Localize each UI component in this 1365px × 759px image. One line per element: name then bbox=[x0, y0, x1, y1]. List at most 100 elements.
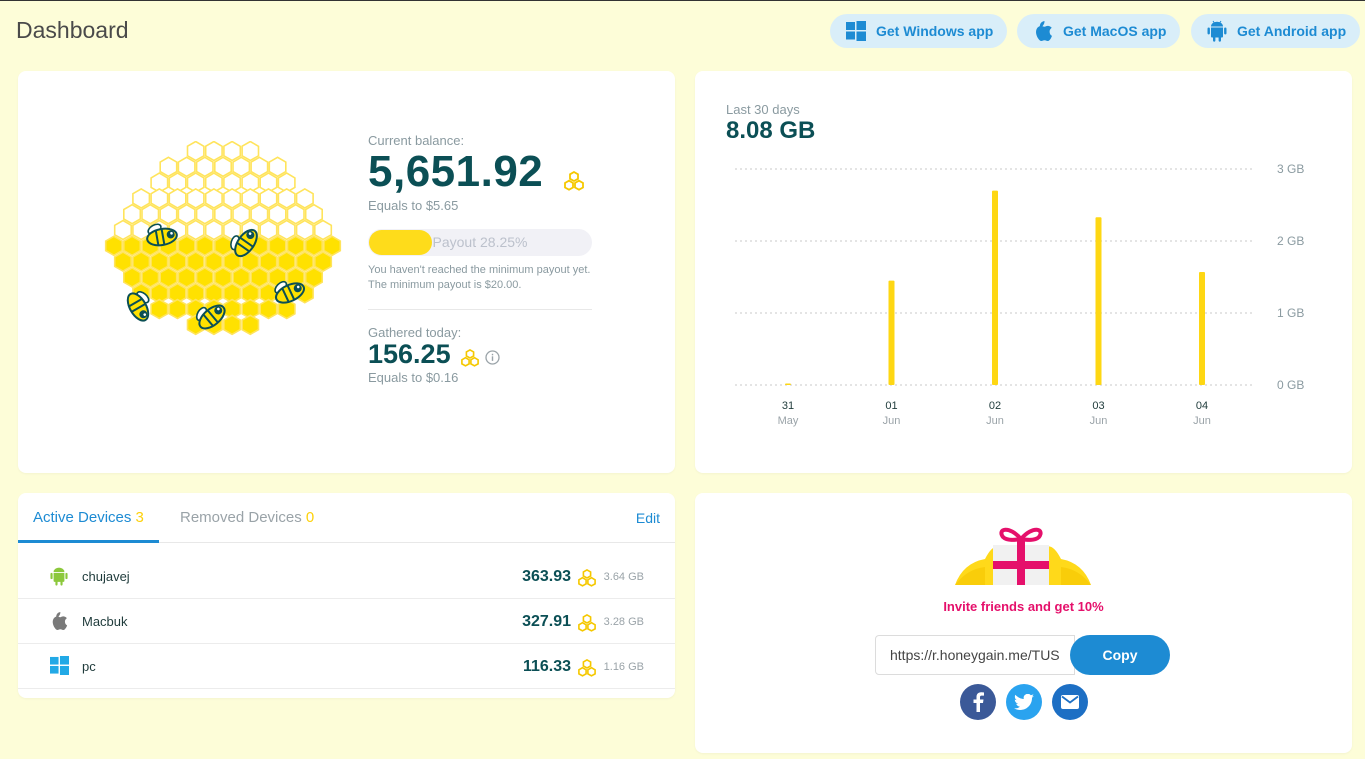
honeycomb-cell bbox=[268, 203, 287, 225]
honeycomb-cell bbox=[168, 298, 187, 320]
facebook-icon bbox=[973, 692, 984, 712]
honeycomb-cell bbox=[295, 187, 314, 209]
honeycomb-cell bbox=[241, 187, 260, 209]
honeycomb-cell bbox=[259, 172, 278, 194]
chart-bar bbox=[1095, 217, 1102, 385]
x-tick-month: Jun bbox=[883, 415, 901, 427]
x-tick-day: 04 bbox=[1196, 400, 1208, 412]
honeycomb-cell bbox=[177, 156, 196, 178]
email-icon bbox=[1061, 695, 1079, 709]
get-android-app-button[interactable]: Get Android app bbox=[1191, 14, 1361, 48]
share-email-button[interactable] bbox=[1052, 684, 1088, 720]
device-name: pc bbox=[82, 659, 96, 674]
windows-icon bbox=[50, 656, 69, 675]
get-android-app-label: Get Android app bbox=[1237, 23, 1347, 39]
honeycomb-cell bbox=[314, 251, 333, 273]
edit-devices-link[interactable]: Edit bbox=[635, 510, 660, 526]
chart-period-label: Last 30 days bbox=[726, 102, 800, 117]
traffic-chart-card: Last 30 days 8.08 GB 0 GB 1 GB 2 GB 3 GB 31 M… bbox=[695, 71, 1352, 473]
honeycomb-cell bbox=[295, 251, 314, 273]
get-windows-app-button[interactable]: Get Windows app bbox=[830, 14, 1008, 48]
honeycomb-cell bbox=[232, 156, 251, 178]
honeycomb-cell bbox=[204, 172, 223, 194]
honey-coin-icon bbox=[578, 569, 596, 587]
share-facebook-button[interactable] bbox=[960, 684, 996, 720]
y-tick-label: 0 GB bbox=[1277, 378, 1304, 392]
honeycomb-cell bbox=[204, 282, 223, 304]
x-tick-day: 31 bbox=[782, 400, 794, 412]
active-devices-count: 3 bbox=[135, 509, 144, 526]
honeycomb-cell bbox=[223, 251, 242, 273]
y-tick-label: 1 GB bbox=[1277, 306, 1304, 320]
honeycomb-cell bbox=[304, 203, 323, 225]
device-name: Macbuk bbox=[82, 614, 128, 629]
honeycomb-cell bbox=[177, 203, 196, 225]
honey-coin-icon bbox=[461, 349, 479, 367]
honeycomb-cell bbox=[232, 203, 251, 225]
honeycomb-cell bbox=[241, 251, 260, 273]
referral-link-field[interactable]: https://r.honeygain.me/TUS bbox=[875, 635, 1075, 675]
invite-card: Invite friends and get 10% https://r.hon… bbox=[695, 493, 1352, 753]
honeycomb-cell bbox=[223, 282, 242, 304]
get-macos-app-button[interactable]: Get MacOS app bbox=[1017, 14, 1181, 48]
honeycomb-cell bbox=[186, 219, 205, 241]
x-tick-month: May bbox=[778, 415, 799, 427]
bee-icon bbox=[274, 280, 306, 304]
android-icon bbox=[50, 567, 68, 586]
x-tick-day: 01 bbox=[885, 400, 897, 412]
honeycomb-cell bbox=[186, 172, 205, 194]
y-tick-label: 2 GB bbox=[1277, 234, 1304, 248]
device-row[interactable]: Macbuk 327.91 3.28 GB bbox=[18, 599, 675, 644]
referral-link-value: https://r.honeygain.me/TUS bbox=[890, 647, 1060, 663]
honeycomb-cell bbox=[241, 141, 260, 162]
invite-friends-text: Invite friends and get 10% bbox=[943, 599, 1104, 614]
honeycomb-cell bbox=[168, 251, 187, 273]
balance-equals-usd: Equals to $5.65 bbox=[368, 198, 459, 213]
honey-coin-icon bbox=[578, 659, 596, 677]
get-windows-app-label: Get Windows app bbox=[876, 23, 994, 39]
x-tick-day: 02 bbox=[989, 400, 1001, 412]
honeycomb-cell bbox=[168, 172, 187, 194]
honeycomb-cell bbox=[223, 219, 242, 241]
payout-minimum-note: You haven't reached the minimum payout y… bbox=[368, 264, 591, 291]
honeycomb-cell bbox=[186, 141, 205, 162]
device-row[interactable]: pc 116.33 1.16 GB bbox=[18, 644, 675, 689]
honeycomb-cell bbox=[241, 298, 260, 320]
honeycomb-cell bbox=[113, 219, 133, 241]
honeycomb-cell bbox=[122, 266, 142, 288]
honeycomb-cell bbox=[195, 156, 214, 178]
honeycomb-cell bbox=[214, 156, 232, 178]
honeycomb-cell bbox=[214, 203, 232, 225]
apple-icon bbox=[52, 612, 68, 631]
honeycomb-cell bbox=[277, 172, 296, 194]
honeycomb-cell bbox=[259, 187, 278, 209]
honeycomb-cell bbox=[259, 251, 278, 273]
honeycomb-cell bbox=[250, 156, 269, 178]
honeycomb-cell bbox=[241, 282, 260, 304]
honeycomb-cell bbox=[150, 187, 169, 209]
tab-removed-devices[interactable]: Removed Devices 0 bbox=[180, 493, 314, 543]
honeycomb-cell bbox=[214, 266, 232, 288]
x-tick-day: 03 bbox=[1092, 400, 1104, 412]
device-row[interactable]: chujavej 363.93 3.64 GB bbox=[18, 554, 675, 599]
honeycomb-cell bbox=[268, 235, 287, 257]
honeycomb-cell bbox=[314, 219, 333, 241]
current-balance-label: Current balance: bbox=[368, 133, 465, 148]
honeycomb-cell bbox=[277, 187, 296, 209]
chart-bar bbox=[785, 383, 791, 386]
tab-active-devices[interactable]: Active Devices 3 bbox=[18, 493, 159, 543]
honeycomb-cell bbox=[259, 298, 278, 320]
tab-removed-devices-label: Removed Devices bbox=[180, 509, 302, 526]
bee-icon bbox=[230, 228, 258, 258]
x-tick-month: Jun bbox=[986, 415, 1004, 427]
info-icon[interactable] bbox=[485, 350, 500, 365]
share-twitter-button[interactable] bbox=[1006, 684, 1042, 720]
honeycomb-cell bbox=[150, 172, 169, 194]
traffic-bar-chart: 0 GB 1 GB 2 GB 3 GB 31 May 01 Jun 02 Jun 03 Jun 04 Ju… bbox=[735, 162, 1304, 427]
payout-progress-label: Payout 28.25% bbox=[432, 234, 528, 250]
honeycomb-cell bbox=[186, 251, 205, 273]
honeycomb-cell bbox=[259, 219, 278, 241]
chart-total-traffic: 8.08 GB bbox=[726, 117, 816, 144]
copy-link-button[interactable]: Copy bbox=[1070, 635, 1170, 675]
devices-tabs: Active Devices 3 Removed Devices 0 Edit bbox=[18, 493, 675, 543]
